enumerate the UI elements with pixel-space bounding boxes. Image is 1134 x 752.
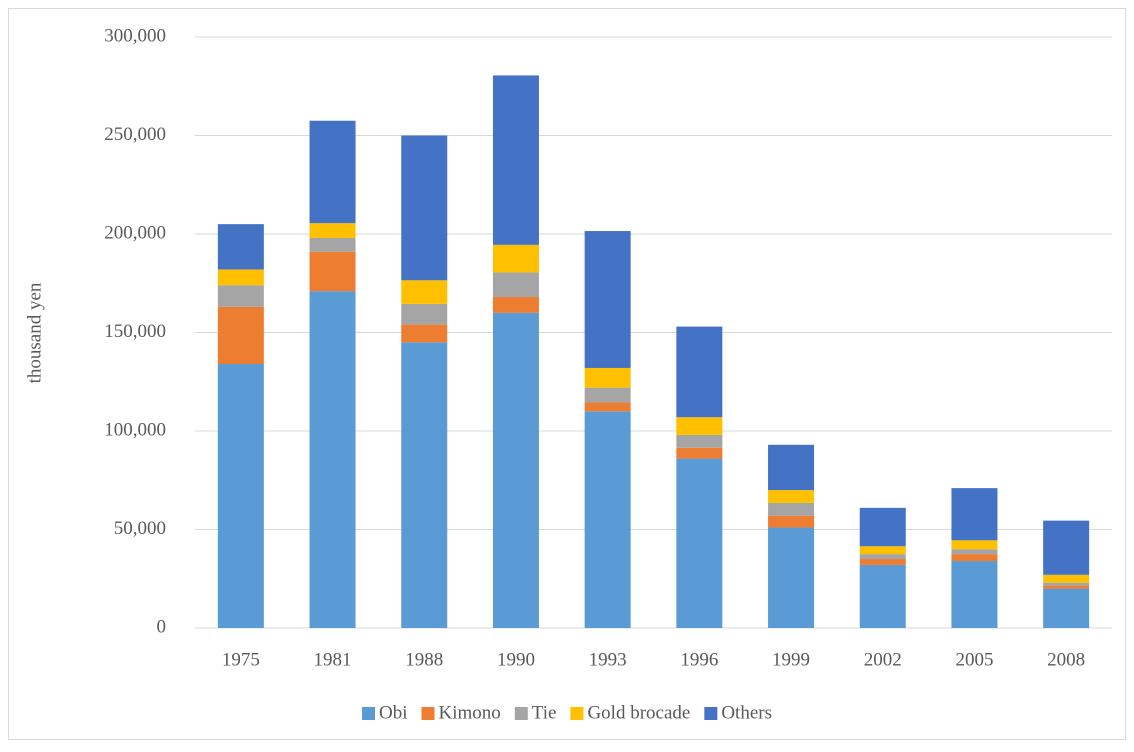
legend-label: Kimono [439, 702, 501, 723]
bar-segment [951, 554, 998, 562]
bar-segment [217, 269, 264, 286]
bar-segment [584, 402, 631, 412]
bar-segment [859, 559, 906, 565]
bar-segment [768, 515, 815, 528]
bar-segment [951, 488, 998, 541]
bar-segment [401, 324, 448, 343]
bar-segment [492, 272, 539, 298]
bar-segment [401, 303, 448, 325]
x-tick-label: 2005 [955, 649, 993, 670]
bar-segment [217, 285, 264, 307]
y-tick-label: 300,000 [104, 25, 166, 46]
bar-segment [1043, 588, 1090, 628]
legend-label: Tie [532, 702, 557, 723]
bar-segment [492, 244, 539, 273]
x-tick-label: 1990 [497, 649, 535, 670]
bar-segment [676, 458, 723, 628]
legend-swatch [362, 707, 376, 720]
bar-segment [676, 417, 723, 435]
legend-swatch [570, 707, 584, 720]
bar-segment [492, 312, 539, 628]
bar-segment [768, 490, 815, 503]
x-tick-label: 1981 [314, 649, 352, 670]
bar-segment [401, 342, 448, 628]
bar-segment [492, 297, 539, 313]
bar-segment [584, 367, 631, 388]
y-tick-label: 0 [157, 616, 167, 637]
bar-segment [951, 549, 998, 555]
bar-segment [768, 444, 815, 491]
bar-segment [676, 326, 723, 418]
bar-segment [951, 561, 998, 628]
bar-segment [1043, 585, 1090, 589]
bar-segment [676, 447, 723, 459]
bar-segment [676, 434, 723, 448]
bar-segment [584, 411, 631, 628]
bar-segment [951, 540, 998, 550]
legend-label: Obi [379, 702, 408, 723]
chart-border [8, 8, 1126, 740]
bar-segment [859, 546, 906, 555]
bar-segment [1043, 520, 1090, 575]
bar-segment [401, 280, 448, 304]
bar-segment [309, 291, 356, 628]
bar-segment [584, 231, 631, 368]
x-tick-label: 1999 [772, 649, 810, 670]
bar-segment [859, 507, 906, 547]
bar-segment [584, 387, 631, 403]
legend-swatch [421, 707, 435, 720]
bar-segment [859, 554, 906, 560]
bar-segment [309, 120, 356, 224]
bar-segment [217, 364, 264, 628]
bar-segment [1043, 574, 1090, 583]
legend-label: Gold brocade [587, 702, 690, 723]
x-tick-label: 1988 [405, 649, 443, 670]
x-tick-label: 2002 [864, 649, 902, 670]
bar-segment [217, 306, 264, 365]
y-tick-label: 250,000 [104, 124, 166, 145]
legend-swatch [514, 707, 528, 720]
bar-segment [1043, 582, 1090, 586]
y-tick-label: 50,000 [114, 518, 166, 539]
bar-segment [217, 224, 264, 270]
bar-segment [859, 564, 906, 628]
legend-label: Others [721, 702, 772, 723]
x-tick-label: 2008 [1047, 649, 1085, 670]
x-tick-label: 1975 [222, 649, 260, 670]
y-tick-label: 150,000 [104, 321, 166, 342]
x-tick-label: 1993 [589, 649, 627, 670]
bar-segment [309, 237, 356, 252]
x-tick-label: 1996 [680, 649, 718, 670]
y-tick-label: 200,000 [104, 222, 166, 243]
legend-swatch [704, 707, 718, 720]
y-tick-label: 100,000 [104, 419, 166, 440]
y-axis-title: thousand yen [24, 282, 45, 383]
bar-segment [492, 75, 539, 245]
bar-segment [768, 527, 815, 628]
bar-segment [401, 135, 448, 281]
bar-segment [309, 223, 356, 238]
bar-segment [309, 251, 356, 292]
bar-segment [768, 502, 815, 516]
